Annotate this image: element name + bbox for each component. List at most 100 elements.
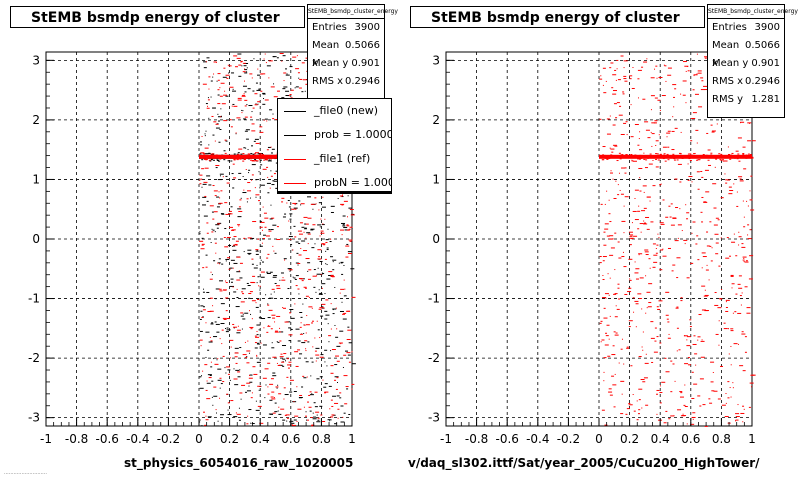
scatter-point bbox=[713, 207, 717, 209]
scatter-point bbox=[235, 133, 237, 135]
band-point bbox=[204, 155, 207, 157]
scatter-point bbox=[644, 362, 649, 364]
scatter-point bbox=[715, 242, 719, 244]
scatter-point bbox=[621, 338, 623, 340]
scatter-point bbox=[225, 74, 230, 76]
scatter-point bbox=[240, 61, 243, 63]
scatter-point bbox=[747, 122, 752, 124]
scatter-point bbox=[256, 324, 261, 326]
band-point bbox=[624, 154, 627, 156]
scatter-point bbox=[603, 357, 607, 359]
scatter-point bbox=[725, 306, 728, 308]
scatter-point bbox=[645, 275, 647, 277]
scatter-point bbox=[282, 361, 284, 363]
scatter-point bbox=[290, 244, 293, 246]
scatter-point bbox=[257, 68, 259, 70]
scatter-point bbox=[320, 414, 323, 416]
x-tick-label: -0.6 bbox=[495, 432, 518, 446]
scatter-point bbox=[248, 169, 251, 171]
scatter-point bbox=[295, 285, 298, 287]
scatter-point bbox=[686, 339, 688, 341]
scatter-point bbox=[287, 268, 292, 270]
scatter-point bbox=[730, 364, 732, 366]
band-point bbox=[237, 153, 240, 155]
scatter-point bbox=[270, 229, 274, 231]
scatter-point bbox=[229, 86, 234, 88]
scatter-point bbox=[629, 278, 631, 280]
scatter-point bbox=[210, 80, 213, 82]
scatter-point bbox=[674, 240, 679, 242]
scatter-point bbox=[246, 356, 248, 358]
scatter-point bbox=[343, 295, 345, 297]
scatter-point bbox=[215, 123, 219, 125]
scatter-point bbox=[276, 387, 278, 389]
scatter-point bbox=[210, 271, 212, 273]
band-point bbox=[200, 156, 203, 158]
band-point bbox=[722, 160, 725, 162]
band-point bbox=[640, 154, 643, 156]
scatter-point bbox=[200, 425, 203, 427]
scatter-point bbox=[242, 318, 246, 320]
scatter-point bbox=[740, 412, 745, 414]
scatter-point bbox=[343, 312, 347, 314]
scatter-point bbox=[262, 238, 265, 240]
scatter-point bbox=[631, 87, 635, 89]
scatter-point bbox=[725, 299, 730, 301]
scatter-point bbox=[297, 408, 302, 410]
scatter-point bbox=[242, 71, 246, 73]
band-point bbox=[203, 153, 206, 155]
scatter-point bbox=[642, 331, 644, 333]
scatter-point bbox=[214, 140, 216, 142]
scatter-point bbox=[232, 323, 235, 325]
scatter-point bbox=[242, 192, 247, 194]
scatter-point bbox=[602, 256, 607, 258]
scatter-point bbox=[599, 322, 602, 324]
scatter-point bbox=[222, 355, 225, 357]
scatter-point bbox=[305, 332, 307, 334]
scatter-point bbox=[268, 413, 273, 415]
band-point bbox=[657, 154, 660, 156]
scatter-point bbox=[605, 332, 608, 334]
scatter-point bbox=[243, 80, 245, 82]
scatter-point bbox=[215, 165, 220, 167]
scatter-point bbox=[207, 374, 212, 376]
scatter-point bbox=[308, 306, 313, 308]
scatter-point bbox=[217, 368, 222, 370]
scatter-point bbox=[205, 103, 208, 105]
scatter-point bbox=[340, 405, 344, 407]
y-tick-label: 3 bbox=[32, 53, 40, 67]
y-tick-label: -3 bbox=[428, 411, 440, 425]
scatter-point bbox=[238, 75, 242, 77]
scatter-point bbox=[249, 381, 253, 383]
scatter-point bbox=[746, 200, 748, 202]
scatter-point bbox=[313, 416, 317, 418]
scatter-point bbox=[288, 220, 290, 222]
scatter-point bbox=[274, 411, 278, 413]
x-tick-label: 0.2 bbox=[620, 432, 639, 446]
scatter-point bbox=[298, 243, 301, 245]
grid-left bbox=[45, 52, 353, 426]
scatter-point bbox=[299, 353, 303, 355]
scatter-point bbox=[631, 222, 633, 224]
scatter-point bbox=[225, 328, 227, 330]
scatter-point bbox=[212, 185, 215, 187]
scatter-point bbox=[219, 377, 222, 379]
scatter-point bbox=[324, 392, 327, 394]
scatter-point bbox=[323, 386, 327, 388]
scatter-point bbox=[263, 327, 265, 329]
scatter-point bbox=[339, 292, 341, 294]
scatter-point bbox=[609, 254, 614, 256]
scatter-point bbox=[215, 323, 220, 325]
scatter-point bbox=[264, 368, 269, 370]
scatter-point bbox=[741, 243, 744, 245]
scatter-point bbox=[232, 163, 235, 165]
scatter-point bbox=[714, 166, 716, 168]
scatter-point bbox=[644, 251, 649, 253]
scatter-point bbox=[334, 423, 338, 425]
scatter-point bbox=[629, 279, 632, 281]
scatter-point bbox=[236, 297, 239, 299]
scatter-point bbox=[671, 270, 674, 272]
scatter-point bbox=[238, 206, 241, 208]
scatter-point bbox=[267, 386, 269, 388]
scatter-point bbox=[325, 314, 330, 316]
